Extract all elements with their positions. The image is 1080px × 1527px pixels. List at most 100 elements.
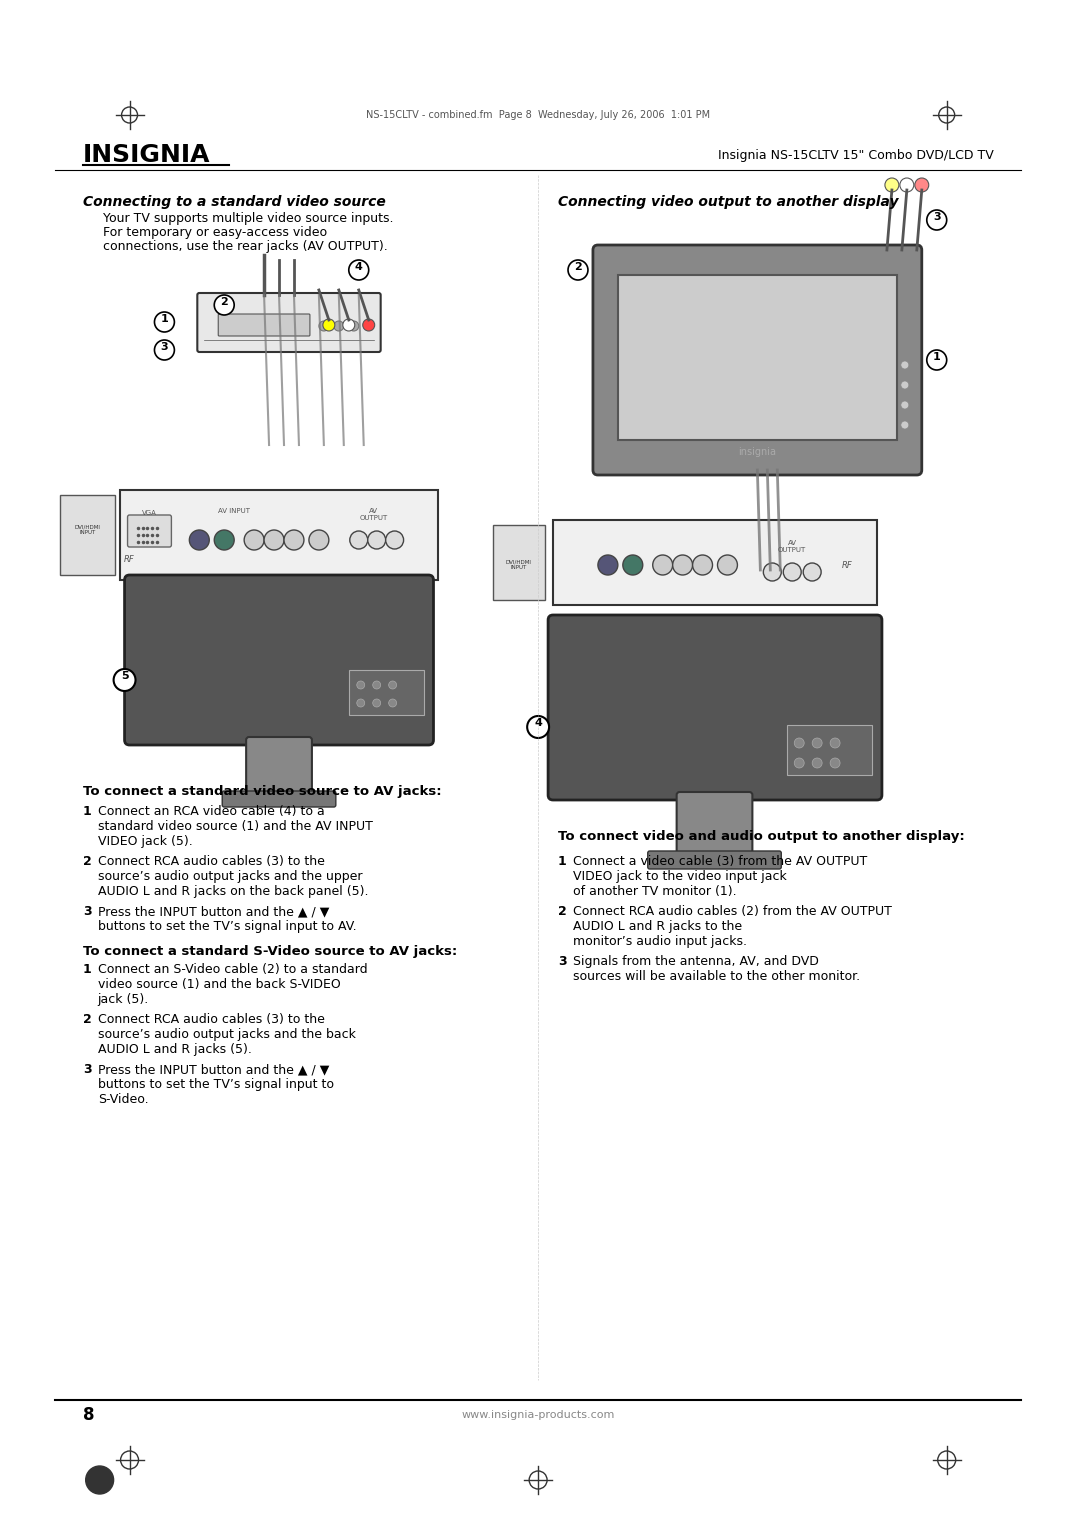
Text: 3: 3 — [933, 212, 941, 221]
FancyBboxPatch shape — [548, 615, 882, 800]
FancyBboxPatch shape — [593, 244, 922, 475]
Text: AV
OUTPUT: AV OUTPUT — [778, 541, 807, 553]
Circle shape — [386, 531, 404, 550]
Text: Connecting to a standard video source: Connecting to a standard video source — [83, 195, 386, 209]
Text: AV
OUTPUT: AV OUTPUT — [360, 508, 388, 521]
Circle shape — [373, 681, 380, 689]
Text: www.insignia-products.com: www.insignia-products.com — [461, 1409, 615, 1420]
Circle shape — [85, 1466, 113, 1493]
Text: Connect RCA audio cables (3) to the
source’s audio output jacks and the upper
AU: Connect RCA audio cables (3) to the sour… — [97, 855, 368, 898]
Circle shape — [373, 699, 380, 707]
Text: 5: 5 — [121, 670, 129, 681]
Bar — [618, 275, 896, 440]
Text: For temporary or easy-access video: For temporary or easy-access video — [103, 226, 327, 240]
FancyBboxPatch shape — [648, 851, 781, 869]
Text: 2: 2 — [558, 906, 567, 918]
Text: DVI/HDMI
INPUT: DVI/HDMI INPUT — [75, 525, 100, 536]
Circle shape — [154, 312, 174, 331]
Text: Press the INPUT button and the ▲ / ▼
buttons to set the TV’s signal input to
S-V: Press the INPUT button and the ▲ / ▼ but… — [97, 1063, 334, 1106]
Bar — [59, 495, 114, 576]
Circle shape — [214, 530, 234, 550]
Text: Insignia NS-15CLTV 15" Combo DVD/LCD TV: Insignia NS-15CLTV 15" Combo DVD/LCD TV — [718, 148, 994, 162]
Circle shape — [900, 179, 914, 192]
Circle shape — [804, 563, 821, 580]
Circle shape — [915, 179, 929, 192]
Text: Connect RCA audio cables (2) from the AV OUTPUT
AUDIO L and R jacks to the
monit: Connect RCA audio cables (2) from the AV… — [573, 906, 892, 948]
Circle shape — [349, 321, 359, 331]
Circle shape — [367, 531, 386, 550]
Circle shape — [794, 757, 805, 768]
Circle shape — [323, 319, 335, 331]
Text: RF: RF — [841, 560, 852, 570]
Text: 1: 1 — [83, 805, 92, 818]
Text: 8: 8 — [83, 1406, 94, 1425]
FancyBboxPatch shape — [246, 738, 312, 799]
Circle shape — [527, 716, 549, 738]
Circle shape — [623, 554, 643, 576]
Circle shape — [342, 319, 354, 331]
Text: 3: 3 — [558, 954, 567, 968]
Circle shape — [189, 530, 210, 550]
Text: 1: 1 — [161, 315, 168, 324]
Circle shape — [831, 738, 840, 748]
Circle shape — [363, 319, 375, 331]
Text: 3: 3 — [83, 1063, 92, 1077]
Text: Your TV supports multiple video source inputs.: Your TV supports multiple video source i… — [103, 212, 393, 224]
Bar — [349, 670, 423, 715]
Circle shape — [568, 260, 588, 279]
Circle shape — [885, 179, 899, 192]
Circle shape — [113, 669, 135, 692]
Circle shape — [389, 681, 396, 689]
Circle shape — [901, 382, 909, 389]
Text: 2: 2 — [83, 1012, 92, 1026]
Circle shape — [356, 699, 365, 707]
Text: 1: 1 — [933, 353, 941, 362]
FancyBboxPatch shape — [677, 793, 753, 858]
Circle shape — [265, 530, 284, 550]
Bar — [787, 725, 872, 776]
Text: Connect RCA audio cables (3) to the
source’s audio output jacks and the back
AUD: Connect RCA audio cables (3) to the sour… — [97, 1012, 355, 1057]
FancyBboxPatch shape — [218, 315, 310, 336]
Circle shape — [901, 402, 909, 409]
FancyBboxPatch shape — [127, 515, 172, 547]
Text: Connect a video cable (3) from the AV OUTPUT
VIDEO jack to the video input jack
: Connect a video cable (3) from the AV OU… — [573, 855, 867, 898]
Circle shape — [717, 554, 738, 576]
Circle shape — [812, 757, 822, 768]
Text: Connect an S-Video cable (2) to a standard
video source (1) and the back S-VIDEO: Connect an S-Video cable (2) to a standa… — [97, 964, 367, 1006]
FancyBboxPatch shape — [222, 791, 336, 806]
Text: Connect an RCA video cable (4) to a
standard video source (1) and the AV INPUT
V: Connect an RCA video cable (4) to a stan… — [97, 805, 373, 847]
Text: AV INPUT: AV INPUT — [218, 508, 251, 515]
FancyBboxPatch shape — [124, 576, 433, 745]
Text: Signals from the antenna, AV, and DVD
sources will be available to the other mon: Signals from the antenna, AV, and DVD so… — [573, 954, 860, 983]
Circle shape — [356, 681, 365, 689]
Text: Press the INPUT button and the ▲ / ▼
buttons to set the TV’s signal input to AV.: Press the INPUT button and the ▲ / ▼ but… — [97, 906, 356, 933]
FancyBboxPatch shape — [198, 293, 380, 353]
Text: 2: 2 — [575, 263, 582, 272]
Text: 1: 1 — [558, 855, 567, 867]
Circle shape — [389, 699, 396, 707]
Circle shape — [794, 738, 805, 748]
Circle shape — [901, 421, 909, 429]
Circle shape — [309, 530, 328, 550]
Text: 2: 2 — [83, 855, 92, 867]
Circle shape — [319, 321, 328, 331]
Bar — [494, 525, 545, 600]
Circle shape — [764, 563, 781, 580]
Circle shape — [652, 554, 673, 576]
Bar — [553, 521, 877, 605]
Text: 3: 3 — [161, 342, 168, 353]
Text: 3: 3 — [83, 906, 92, 918]
Text: insignia: insignia — [739, 447, 777, 457]
Text: INSIGNIA: INSIGNIA — [83, 144, 211, 166]
Circle shape — [673, 554, 692, 576]
Circle shape — [244, 530, 265, 550]
Circle shape — [214, 295, 234, 315]
Text: Connecting video output to another display: Connecting video output to another displ… — [558, 195, 899, 209]
Text: To connect a standard video source to AV jacks:: To connect a standard video source to AV… — [83, 785, 442, 799]
Bar — [120, 490, 438, 580]
Text: NS-15CLTV - combined.fm  Page 8  Wednesday, July 26, 2006  1:01 PM: NS-15CLTV - combined.fm Page 8 Wednesday… — [366, 110, 711, 121]
Text: To connect a standard S-Video source to AV jacks:: To connect a standard S-Video source to … — [83, 945, 457, 957]
Circle shape — [831, 757, 840, 768]
Circle shape — [284, 530, 303, 550]
Text: 4: 4 — [355, 263, 363, 272]
